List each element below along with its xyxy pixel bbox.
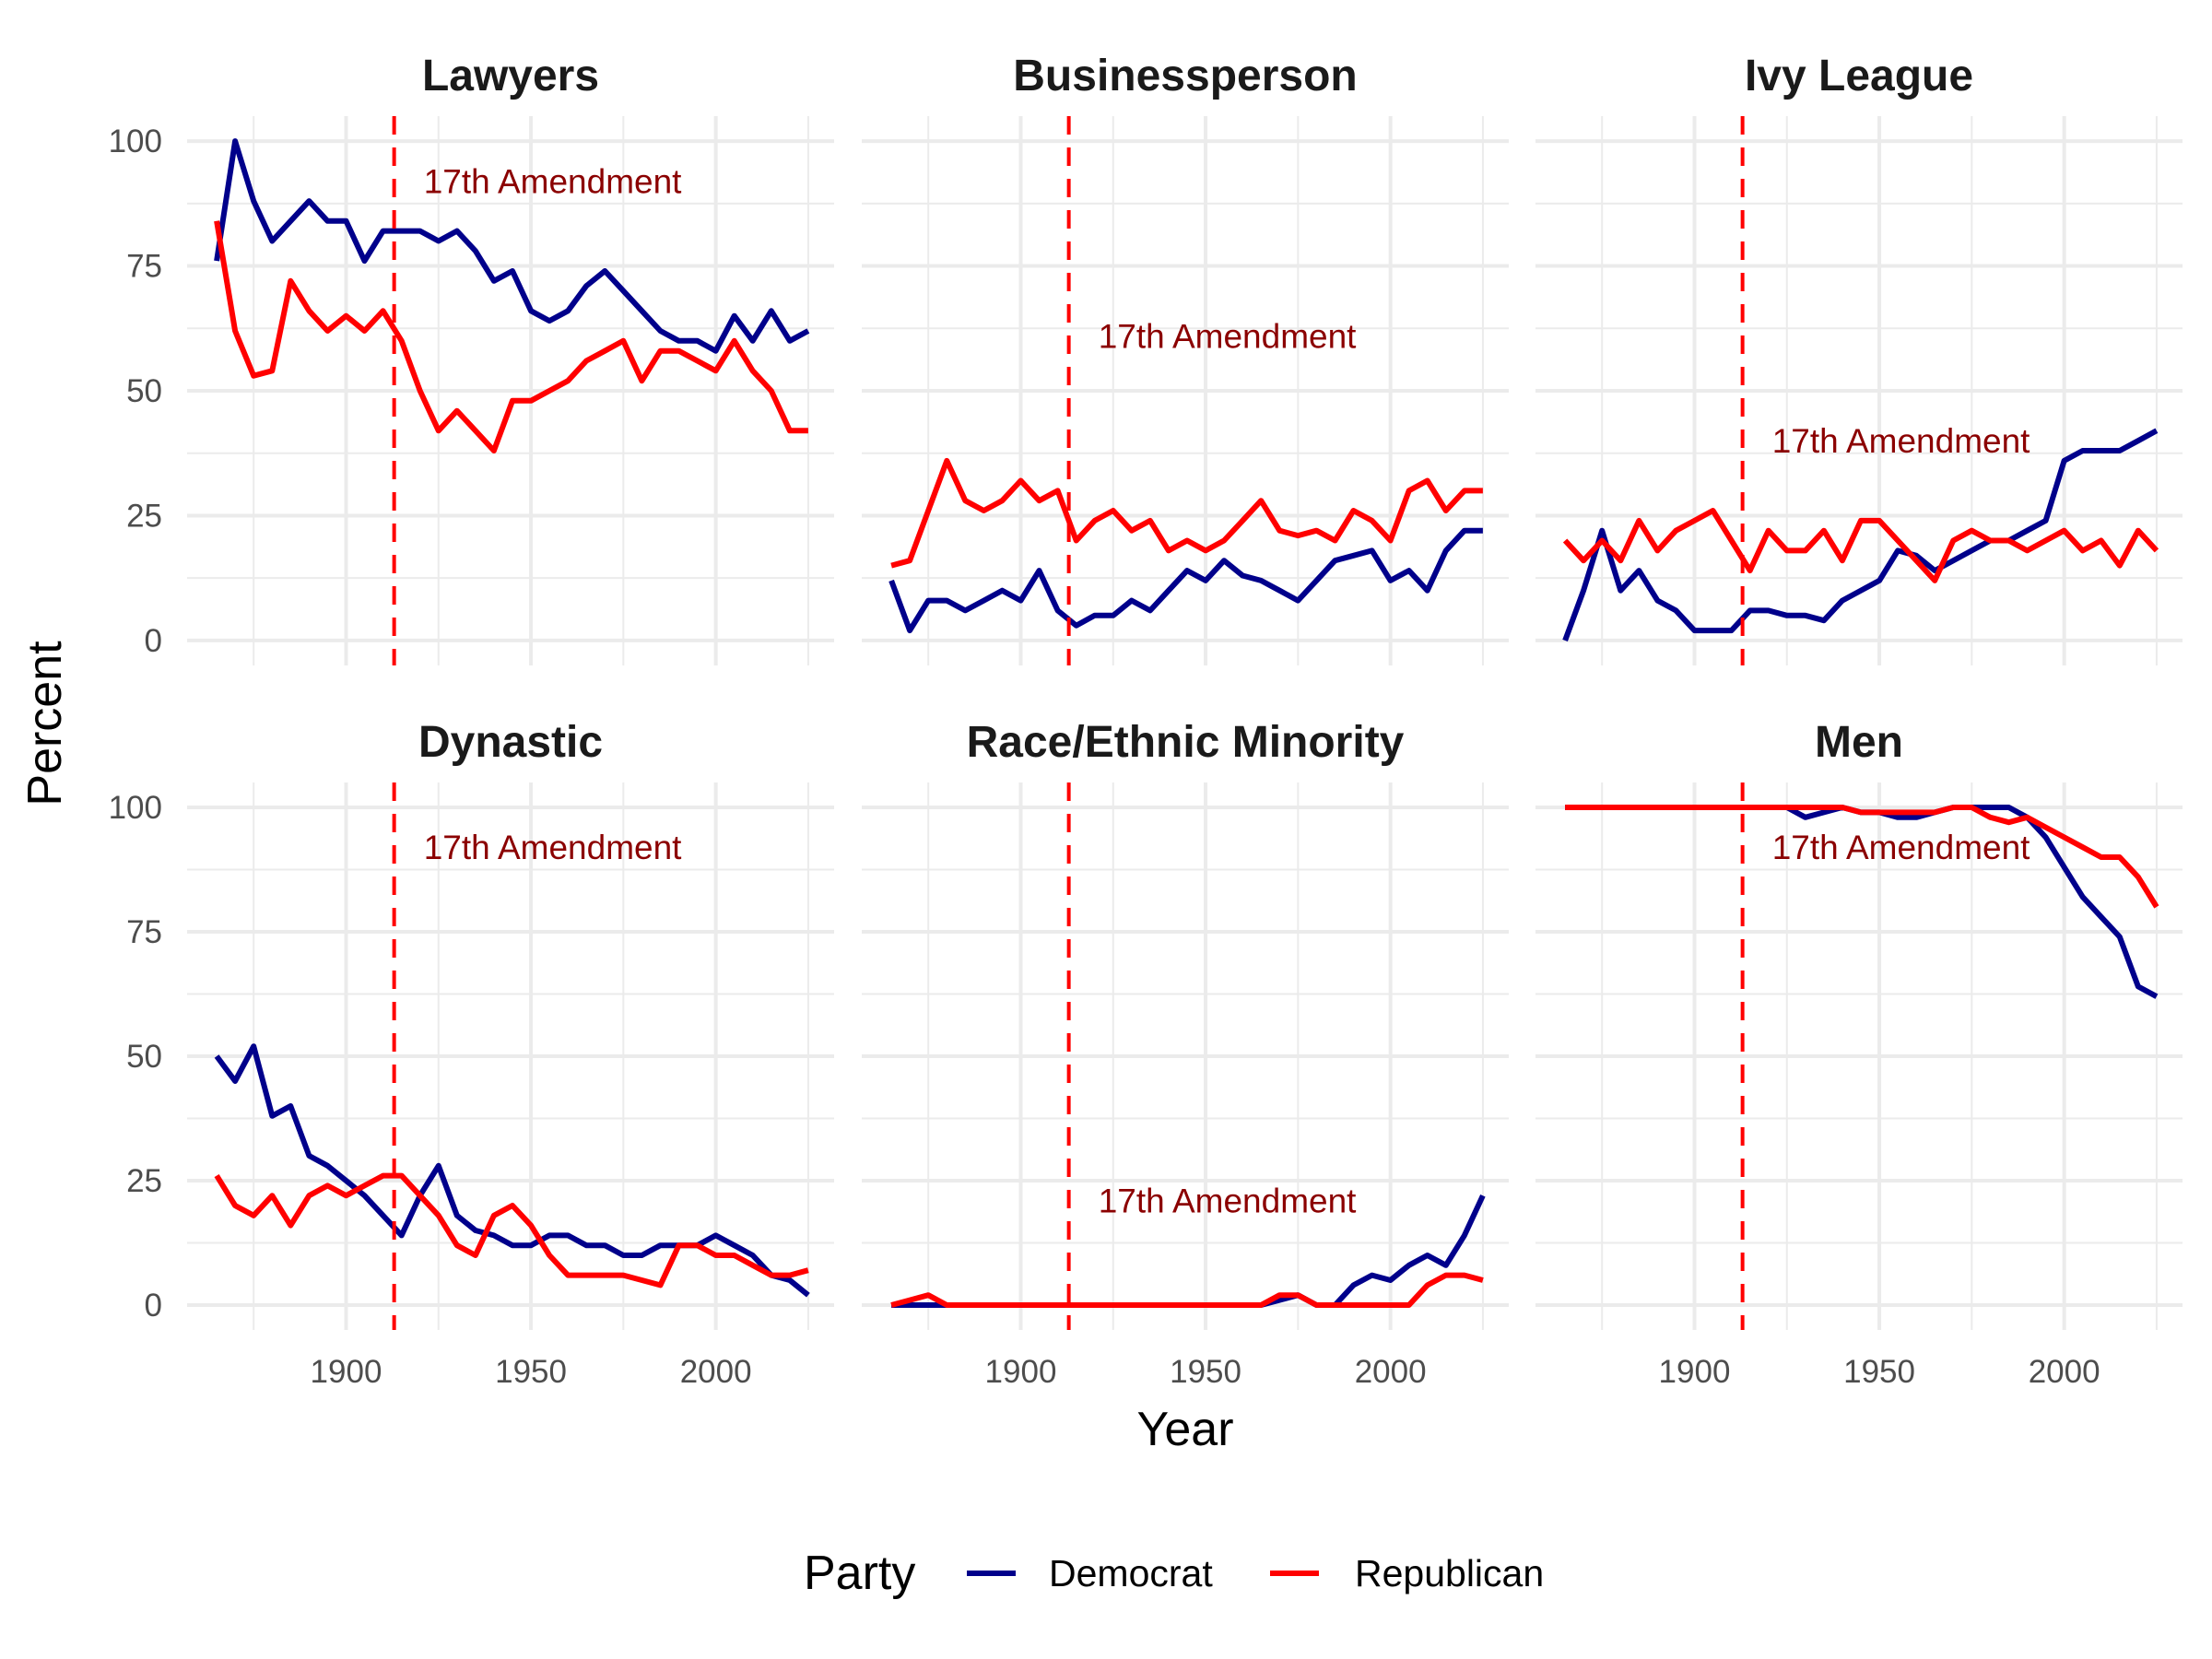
- panel-race-ethnic-minority: Race/Ethnic Minority 1900 1950 2000 17th Ame…: [862, 718, 1509, 1390]
- x-tick-label: 2000: [680, 1354, 752, 1390]
- facet-title: Dynastic: [418, 718, 603, 767]
- legend-label-republican: Republican: [1355, 1552, 1544, 1594]
- facet-title: Race/Ethnic Minority: [967, 718, 1405, 767]
- facet-title: Ivy League: [1745, 52, 1973, 100]
- series-line-republican: [214, 220, 808, 453]
- amendment-annotation: 17th Amendment: [1099, 317, 1357, 355]
- series-line-democrat: [888, 527, 1483, 634]
- amendment-annotation: 17th Amendment: [1772, 829, 2030, 866]
- x-tick-label: 1900: [1659, 1354, 1731, 1390]
- y-tick-label: 0: [145, 623, 162, 659]
- panel-businessperson: Businessperson 17th Amendment: [862, 52, 1509, 665]
- x-tick-label: 1950: [495, 1354, 567, 1390]
- x-tick-label: 1900: [311, 1354, 382, 1390]
- x-tick-label: 1950: [1170, 1354, 1241, 1390]
- y-tick-label: 50: [126, 1039, 162, 1075]
- y-tick-label: 100: [109, 790, 162, 826]
- panel-dynastic: Dynastic 0 25 50 75 100 1900 1950 2000 17th Amend…: [109, 718, 834, 1390]
- y-tick-label: 25: [126, 498, 162, 534]
- panel-lawyers: Lawyers 0 25 50 75 100 17th Amendment: [109, 52, 834, 665]
- y-tick-label: 75: [126, 249, 162, 285]
- legend-label-democrat: Democrat: [1049, 1552, 1213, 1594]
- x-tick-label: 2000: [1355, 1354, 1427, 1390]
- x-axis-title: Year: [1136, 1403, 1233, 1456]
- facet-title: Lawyers: [422, 52, 599, 100]
- y-tick-label: 100: [109, 124, 162, 159]
- y-tick-label: 50: [126, 373, 162, 409]
- series-line-republican: [890, 1272, 1484, 1308]
- y-tick-label: 25: [126, 1163, 162, 1199]
- series-line-democrat: [1562, 428, 2159, 641]
- legend: Party Democrat Republican: [804, 1547, 1544, 1600]
- series-line-republican: [1562, 508, 2159, 583]
- y-axis-title: Percent: [18, 641, 72, 806]
- series-line-democrat: [214, 1043, 810, 1298]
- series-line-republican: [214, 1172, 809, 1288]
- facet-title: Businessperson: [1013, 52, 1357, 100]
- y-tick-label: 75: [126, 914, 162, 950]
- amendment-annotation: 17th Amendment: [1772, 422, 2030, 460]
- amendment-annotation: 17th Amendment: [1099, 1182, 1357, 1220]
- series-line-republican: [890, 457, 1483, 569]
- panel-ivy-league: Ivy League 17th Amendment: [1535, 52, 2183, 665]
- series-line-democrat: [214, 138, 810, 354]
- y-tick-label: 0: [145, 1288, 162, 1324]
- x-tick-label: 1950: [1843, 1354, 1915, 1390]
- series-line-republican: [1565, 805, 2159, 909]
- amendment-annotation: 17th Amendment: [424, 829, 682, 866]
- x-tick-label: 2000: [2029, 1354, 2100, 1390]
- legend-title: Party: [804, 1547, 915, 1600]
- facet-title: Men: [1815, 718, 1903, 767]
- x-tick-label: 1900: [985, 1354, 1057, 1390]
- amendment-annotation: 17th Amendment: [424, 162, 682, 200]
- panel-men: Men 1900 1950 2000 17th Amendment: [1535, 718, 2183, 1390]
